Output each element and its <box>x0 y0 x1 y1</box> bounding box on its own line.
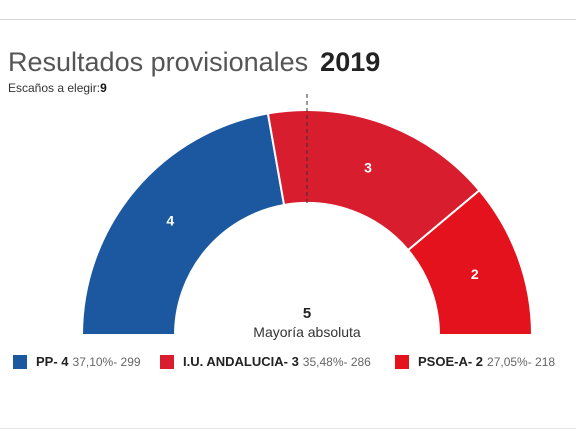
seats-to-elect: Escaños a elegir:9 <box>8 81 107 95</box>
slice-pp <box>80 112 286 336</box>
slice-psoe-a <box>406 188 534 336</box>
slice-label-2: 3 <box>364 159 372 175</box>
chart-slice-labels: 4 3 2 <box>166 159 478 282</box>
legend-name-psoe: PSOE-A- 2 <box>418 354 484 369</box>
legend-item-iu: I.U. ANDALUCIA- 3 35,48%- 286 <box>160 354 371 369</box>
bottom-divider <box>0 428 576 429</box>
legend-swatch-psoe <box>395 354 409 369</box>
title-text: Resultados provisionales <box>8 47 309 77</box>
parliament-chart: 4 3 2 5 Mayoría absoluta <box>80 94 534 340</box>
seats-total: 9 <box>100 81 107 95</box>
legend-name-iu: I.U. ANDALUCIA- 3 <box>183 354 299 369</box>
slice-label-1: 4 <box>166 212 174 228</box>
legend-stat-iu: 35,48%- 286 <box>302 354 371 369</box>
chart-legend: PP- 4 37,10%- 299 I.U. ANDALUCIA- 3 35,4… <box>0 354 576 374</box>
legend-stat-pp: 37,10%- 299 <box>72 354 141 369</box>
legend-stat-psoe: 27,05%- 218 <box>487 354 556 369</box>
title-year: 2019 <box>320 47 381 77</box>
legend-item-psoe: PSOE-A- 2 27,05%- 218 <box>395 354 555 369</box>
legend-swatch-iu <box>160 354 174 369</box>
majority-value: 5 <box>303 305 311 322</box>
legend-swatch-pp <box>13 354 27 369</box>
seats-label: Escaños a elegir: <box>8 81 101 95</box>
page-title: Resultados provisionales 2019 <box>8 46 380 78</box>
majority-label: Mayoría absoluta <box>253 324 361 340</box>
top-divider <box>0 19 576 20</box>
legend-item-pp: PP- 4 37,10%- 299 <box>13 354 141 369</box>
slice-label-3: 2 <box>471 266 479 282</box>
chart-slices <box>80 109 534 336</box>
legend-name-pp: PP- 4 <box>36 354 69 369</box>
